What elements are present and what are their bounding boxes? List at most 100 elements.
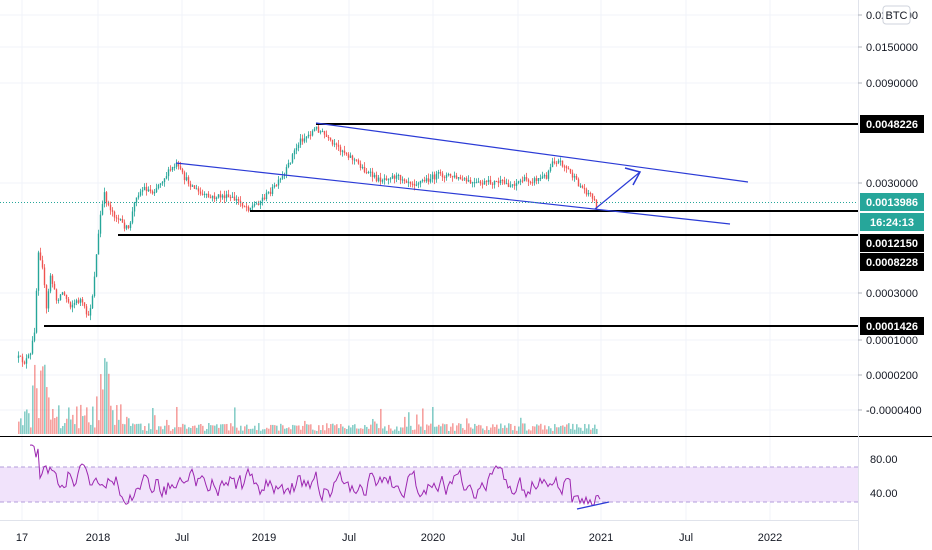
candle-body [457, 177, 460, 179]
candle-body [179, 166, 182, 170]
volume-bar [464, 429, 466, 434]
candle-body [489, 179, 492, 184]
candle-body [463, 178, 466, 180]
candle-body [313, 128, 316, 132]
volume-bar [576, 424, 578, 434]
candle-body [497, 181, 500, 184]
volume-bar [402, 427, 404, 434]
volume-bar [236, 427, 238, 434]
volume-bar [86, 407, 88, 434]
candle-body [301, 138, 304, 142]
volume-bar [320, 430, 322, 434]
candle-body [325, 134, 328, 138]
candle-body [501, 179, 504, 181]
candle-body [195, 188, 198, 190]
candle-body [71, 304, 74, 308]
volume-bar [162, 429, 164, 434]
currency-label: BTC [886, 10, 908, 22]
candle-body [257, 203, 260, 205]
volume-bar [374, 421, 376, 434]
candle-body [241, 203, 244, 207]
candle-body [423, 180, 426, 182]
price-tick-label: 0.0000200 [866, 370, 918, 382]
volume-bar [480, 425, 482, 434]
volume-bar [184, 424, 186, 434]
candle-body [21, 356, 24, 363]
volume-bar [282, 425, 284, 434]
candle-body [427, 178, 430, 182]
candle-body [151, 191, 154, 194]
volume-bar [24, 411, 26, 434]
volume-bar [272, 424, 274, 434]
candle-body [31, 340, 34, 354]
price-axis[interactable]: 0.02100000.01500000.00900000.00300000.00… [858, 0, 924, 550]
candle-body [513, 184, 516, 186]
candle-body [583, 187, 586, 190]
upper-channel-line[interactable] [315, 122, 749, 183]
volume-bar [224, 424, 226, 434]
volume-bar [532, 426, 534, 434]
candle-body [173, 166, 176, 168]
volume-bar [514, 425, 516, 434]
time-tick-label: 2021 [589, 532, 613, 544]
candle-body [419, 181, 422, 184]
candle-body [375, 174, 378, 182]
price-level-label: 16:24:13 [860, 213, 924, 231]
volume-bar [22, 425, 24, 434]
main-pane [0, 0, 858, 520]
volume-bar [106, 361, 108, 434]
volume-bar [220, 424, 222, 434]
volume-bar [218, 427, 220, 434]
volume-bar [340, 424, 342, 434]
candle-body [109, 204, 112, 211]
volume-bar [450, 426, 452, 434]
volume-bar [476, 425, 478, 434]
price-tick-label: 0.0001000 [866, 335, 918, 347]
candle-body [551, 161, 554, 168]
candle-body [515, 183, 518, 186]
volume-bar [434, 426, 436, 434]
volume-bar [508, 423, 510, 434]
volume-bar [38, 418, 40, 434]
volume-bar [412, 429, 414, 434]
projection-arrow-line[interactable] [594, 171, 641, 210]
volume-bar [90, 424, 92, 434]
candle-body [377, 177, 380, 182]
volume-bar [104, 358, 106, 434]
volume-bar [248, 428, 250, 434]
volume-bar [190, 427, 192, 434]
volume-bar [226, 423, 228, 434]
svg-text:16:24:13: 16:24:13 [870, 217, 914, 229]
time-axis[interactable]: 17 2018 Jul 2019 Jul 2020 Jul 2021 Jul 2022 [0, 520, 858, 545]
volume-bar [364, 425, 366, 434]
volume-bar [118, 419, 120, 434]
volume-bar [496, 424, 498, 434]
candle-body [271, 186, 274, 194]
lower-channel-line[interactable] [175, 162, 731, 225]
volume-bar [292, 424, 294, 434]
volume-bar [474, 423, 476, 434]
volume-bar [62, 425, 64, 434]
candle-body [223, 195, 226, 199]
volume-bar [350, 427, 352, 434]
candle-body [429, 178, 432, 182]
volume-bar [140, 423, 142, 434]
volume-bar [582, 430, 584, 434]
time-tick-label: Jul [175, 532, 189, 544]
candle-body [329, 137, 332, 140]
candle-body [539, 178, 542, 180]
candle-body [225, 194, 228, 199]
volume-bar [284, 428, 286, 434]
volume-bar [394, 429, 396, 434]
volume-bar [130, 425, 132, 434]
candle-body [543, 175, 546, 177]
volume-bar [36, 388, 38, 434]
volume-bar [560, 425, 562, 434]
candle-body [447, 174, 450, 176]
candle-body [183, 172, 186, 181]
candle-body [467, 179, 470, 182]
candle-body [251, 205, 254, 208]
candle-body [193, 185, 196, 189]
volume-bar [490, 427, 492, 434]
